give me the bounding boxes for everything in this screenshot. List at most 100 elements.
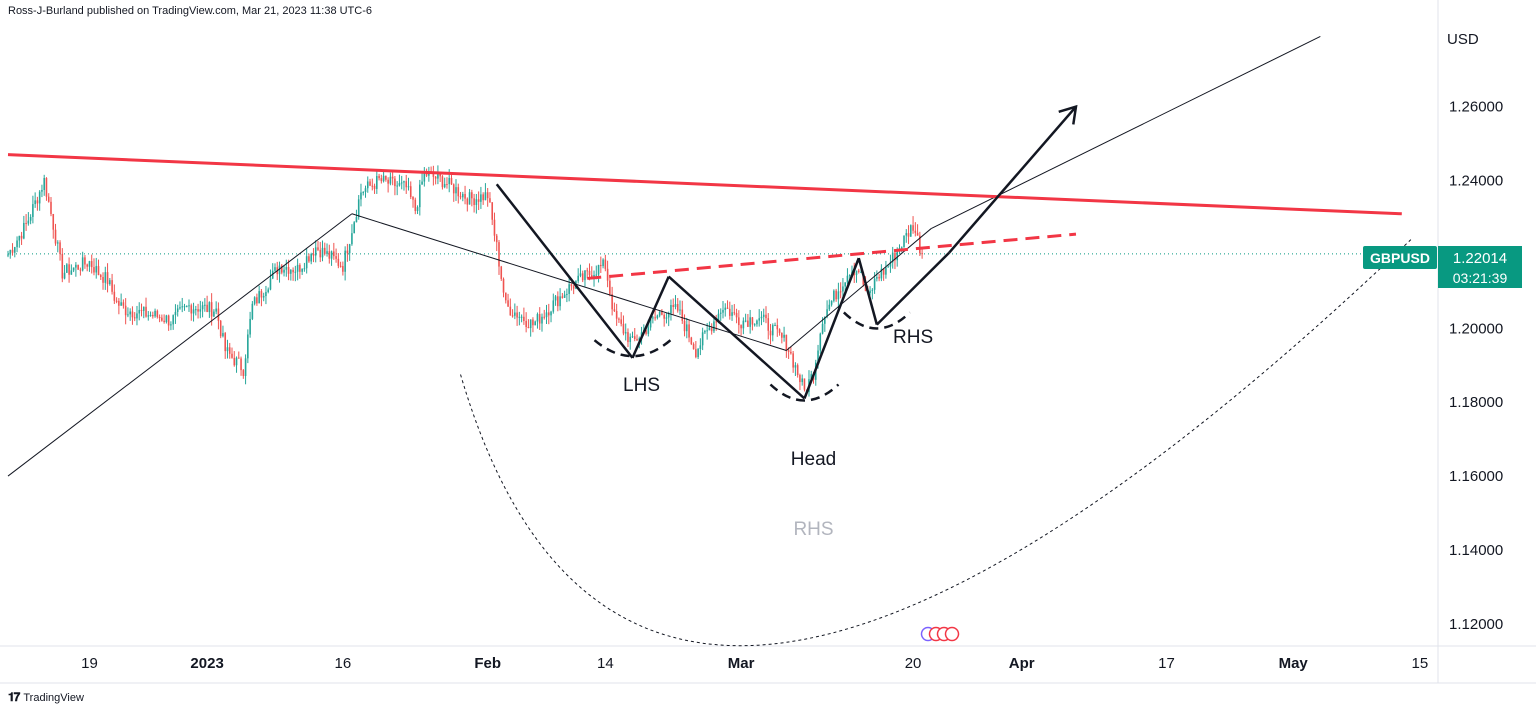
candle-body (72, 267, 75, 271)
candle-body (149, 314, 152, 316)
candle-body (319, 249, 322, 258)
candle-body (371, 185, 374, 187)
candle-body (491, 202, 494, 220)
candle-body (84, 257, 86, 265)
candle-body (550, 311, 552, 316)
candle-body (61, 253, 64, 279)
candle-body (342, 266, 344, 272)
candle-body (749, 317, 751, 327)
tradingview-logo-icon: 𝟏𝟕 (8, 690, 20, 704)
candle-body (174, 311, 177, 316)
candle-body (185, 305, 188, 307)
candle-body (56, 242, 59, 244)
hs-pattern-line (803, 257, 860, 399)
candle-body (228, 347, 231, 354)
candle-body (163, 320, 165, 323)
candle-body (208, 302, 211, 313)
candle-body (523, 316, 525, 321)
candle-body (819, 333, 822, 351)
candle-body (265, 292, 267, 297)
candle-body (484, 192, 487, 201)
candle-body (158, 317, 161, 319)
candle-body (389, 176, 392, 184)
candle-body (97, 266, 100, 276)
candle-body (416, 207, 419, 211)
y-tick-label: 1.18000 (1449, 394, 1503, 411)
candle-body (441, 176, 444, 188)
cup-dotted-arc (460, 239, 1412, 647)
candle-body (910, 225, 912, 237)
candle-body (95, 266, 98, 273)
candle-body (579, 273, 582, 276)
hs-pattern-line (495, 183, 634, 359)
candle-body (480, 194, 482, 202)
candle-body (489, 198, 491, 203)
candle-body (314, 247, 317, 256)
candle-body (412, 197, 414, 200)
candle-body (240, 358, 242, 371)
candle-body (323, 247, 326, 254)
candle-body (120, 302, 122, 306)
candle-body (672, 304, 675, 308)
candle-body (769, 330, 772, 336)
candle-body (649, 318, 652, 328)
candle-body (620, 319, 622, 324)
candle-body (751, 317, 754, 325)
candle-body (781, 332, 783, 338)
candle-body (280, 265, 283, 273)
candle-body (335, 256, 337, 259)
candle-body (735, 312, 738, 318)
candle-body (796, 365, 799, 376)
candle-body (364, 188, 367, 193)
candle-body (604, 259, 607, 269)
candle-body (613, 309, 616, 312)
breakout-arrow (948, 105, 1077, 254)
candle-body (597, 264, 600, 275)
candle-body (457, 187, 460, 197)
candle-body (461, 193, 464, 198)
candle-body (611, 294, 613, 310)
candle-body (801, 378, 803, 383)
candle-body (88, 261, 91, 267)
candle-body (765, 314, 767, 319)
candle-body (919, 235, 921, 254)
candle-body (366, 181, 369, 189)
hs-pattern-line (857, 257, 879, 325)
candle-body (296, 264, 299, 272)
candle-body (566, 293, 568, 295)
candle-body (11, 249, 14, 253)
candle-body (217, 308, 220, 321)
hs-pattern-line (667, 275, 806, 400)
candle-body (278, 265, 281, 275)
candle-body (176, 308, 179, 312)
candle-body (692, 344, 695, 350)
candle-body (36, 200, 39, 204)
x-tick-label: Feb (474, 655, 501, 672)
candle-body (670, 304, 672, 314)
candle-body (688, 324, 690, 338)
candle-body (658, 311, 661, 316)
candle-body (25, 222, 27, 224)
candle-body (348, 244, 351, 254)
symbol-badge-text: GBPUSD (1370, 250, 1430, 266)
candle-body (423, 170, 426, 182)
candle-body (66, 264, 68, 273)
candle-body (301, 268, 303, 272)
candle-body (38, 191, 41, 204)
candle-body (27, 220, 30, 224)
candle-body (262, 296, 265, 298)
candle-body (708, 327, 711, 331)
candle-body (685, 324, 688, 332)
candle-body (131, 311, 134, 318)
candle-body (509, 306, 512, 316)
y-tick-label: 1.16000 (1449, 468, 1503, 485)
candle-body (609, 280, 611, 295)
candle-body (541, 316, 543, 324)
candle-body (50, 201, 52, 214)
candle-body (518, 316, 521, 318)
candle-body (837, 291, 840, 300)
candle-body (828, 304, 831, 310)
candle-body (317, 247, 319, 250)
currency-label: USD (1447, 31, 1479, 48)
